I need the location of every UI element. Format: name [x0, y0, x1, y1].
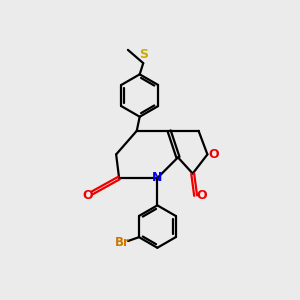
Text: O: O	[82, 188, 93, 202]
Text: O: O	[197, 189, 207, 202]
Text: Br: Br	[116, 236, 130, 249]
Text: N: N	[152, 172, 163, 184]
Text: O: O	[208, 148, 219, 161]
Text: S: S	[139, 48, 148, 61]
